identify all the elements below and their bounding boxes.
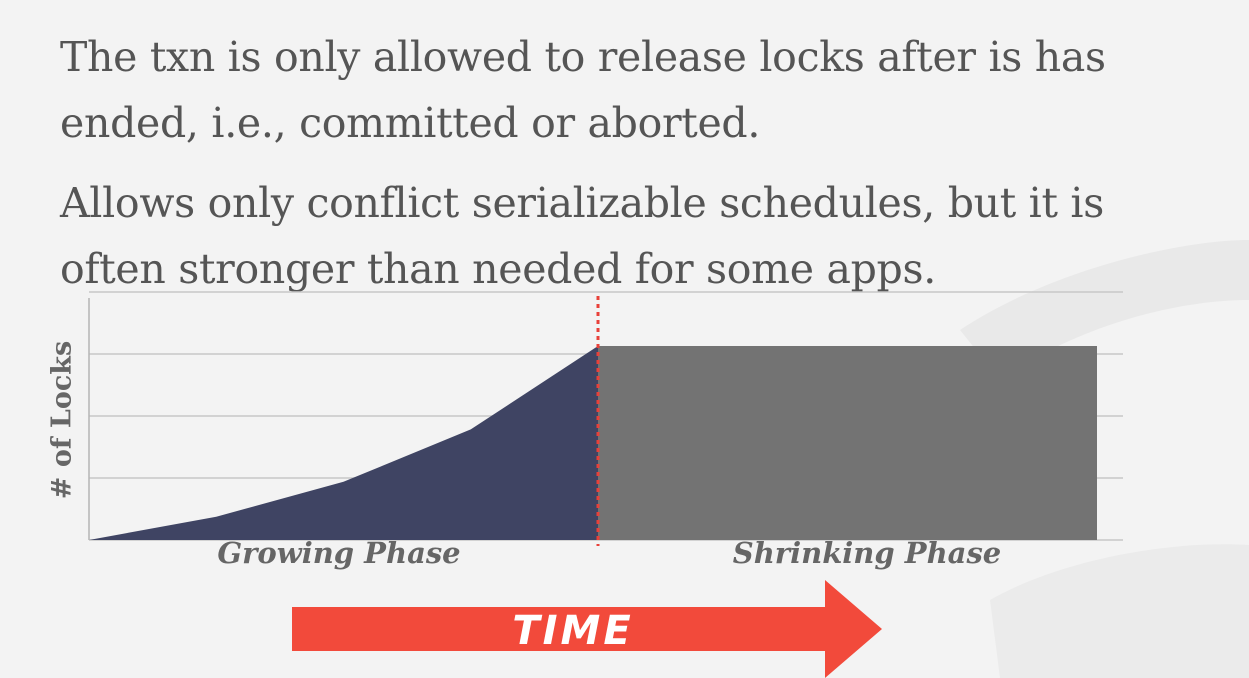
growing-phase-label: Growing Phase — [217, 536, 461, 570]
growing-phase-area — [89, 346, 598, 540]
y-axis-label: # of Locks — [46, 340, 78, 500]
time-label: TIME — [512, 608, 634, 654]
shrinking-phase-label: Shrinking Phase — [732, 536, 1002, 570]
time-arrow — [292, 580, 882, 678]
paragraph-release-after-end: The txn is only allowed to release locks… — [60, 33, 1106, 147]
paragraph-conflict-serializable: Allows only conflict serializable schedu… — [60, 179, 1104, 293]
shrinking-phase-area — [598, 346, 1097, 540]
